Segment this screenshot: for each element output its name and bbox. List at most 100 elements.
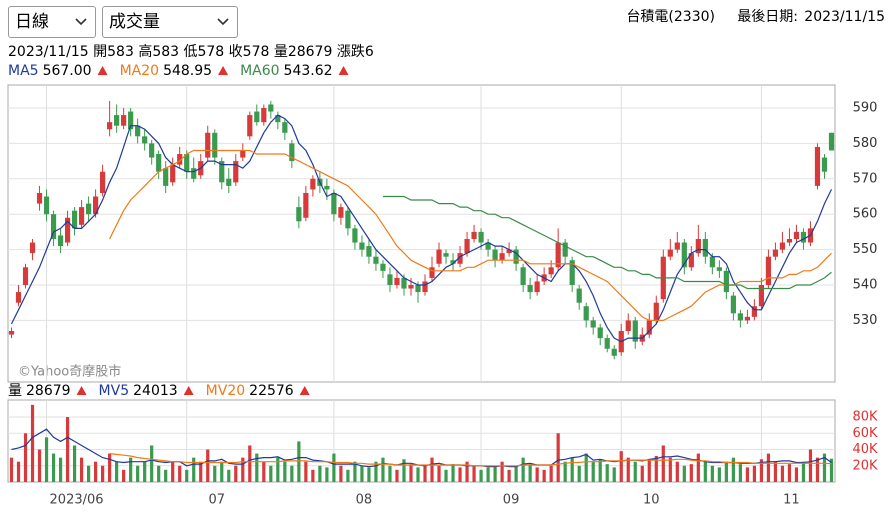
volume-bar [72, 445, 77, 482]
candle-body [625, 320, 631, 332]
volume-bar [752, 465, 757, 482]
indicator-dropdown[interactable]: 成交量 [102, 6, 238, 38]
candle-body [604, 338, 610, 349]
candle-body [779, 242, 786, 250]
candle-body [499, 253, 505, 261]
candle-body [331, 192, 337, 215]
candle-body [401, 277, 407, 289]
volume-bar [129, 457, 133, 482]
up-triangle [299, 386, 310, 395]
candle-body [415, 285, 421, 293]
candle-body [478, 231, 484, 243]
volume-bar [528, 464, 532, 482]
candle-body [352, 228, 358, 243]
volume-bar [185, 469, 189, 482]
volume-bar [444, 469, 448, 482]
candle-body [114, 115, 120, 126]
volume-bar [458, 467, 462, 482]
volume-bar [598, 459, 602, 482]
volume-bar [9, 457, 14, 482]
legend-name: MA60 [240, 63, 279, 79]
volume-bar [86, 465, 91, 482]
volume-bar [241, 457, 245, 482]
volume-bar [423, 465, 427, 482]
volume-bar [430, 457, 434, 482]
volume-bar [514, 465, 518, 482]
candle-body [737, 313, 743, 321]
volume-bar [570, 457, 574, 482]
volume-bar [108, 453, 112, 482]
candle-body [233, 161, 239, 183]
legend-name: 量 [8, 383, 22, 399]
period-label: 日線 [15, 12, 49, 32]
volume-bar [65, 417, 70, 482]
volume-bar [647, 459, 651, 482]
volume-bar [360, 465, 364, 482]
volume-bar [801, 461, 806, 482]
volume-bar [668, 457, 672, 482]
candle-body [324, 185, 330, 190]
candle-body [29, 242, 36, 254]
candle-body [485, 242, 491, 250]
volume-bar [605, 464, 609, 482]
volume-bar [486, 467, 490, 482]
candle-body [22, 267, 29, 286]
stock-name: 台積電(2330) [626, 9, 715, 25]
candle-body [492, 249, 498, 261]
volume-bar [451, 464, 455, 482]
candle-body [268, 104, 274, 112]
volume-bar [675, 461, 679, 482]
candle-body [156, 154, 162, 172]
candle-body [100, 171, 106, 193]
volume-bar [79, 457, 84, 482]
period-dropdown[interactable]: 日線 [8, 6, 96, 38]
volume-bar [346, 469, 350, 482]
candle-body [408, 285, 414, 289]
ma-line [383, 195, 832, 290]
price-frame [7, 84, 836, 383]
candle-body [50, 214, 57, 239]
candle-body [36, 192, 43, 204]
candle-body [212, 132, 218, 158]
volume-bar [591, 461, 595, 482]
candle-body [8, 331, 15, 335]
candle-body [191, 168, 197, 179]
ma-line [109, 453, 832, 467]
volume-bar [500, 461, 504, 482]
candle-body [576, 288, 582, 303]
volume-bar [136, 465, 140, 482]
indicator-label: 成交量 [109, 12, 160, 32]
candle-body [128, 111, 134, 130]
candle-body [142, 136, 148, 144]
volume-bar [626, 457, 630, 482]
volume-bar [178, 465, 182, 482]
candle-body [723, 270, 729, 293]
volume-bar [696, 453, 700, 482]
volume-bar [23, 433, 28, 482]
candle-body [170, 164, 176, 183]
candle-body [359, 242, 365, 250]
candle-body [800, 231, 807, 243]
volume-bar [661, 445, 665, 482]
volume-bar [16, 461, 21, 482]
volume-bar [465, 461, 469, 482]
candle-body [275, 115, 281, 123]
volume-bar [374, 461, 378, 482]
candle-body [681, 242, 687, 268]
volume-bar [815, 457, 820, 482]
candle-body [520, 267, 526, 286]
candle-body [758, 285, 765, 307]
legend-value: 24013 [133, 383, 178, 399]
candle-body [394, 277, 400, 286]
volume-bar [472, 465, 476, 482]
candle-body [57, 235, 64, 247]
candle-body [821, 157, 828, 172]
candle-body [786, 238, 793, 243]
candle-body [296, 207, 302, 222]
volume-bar [192, 457, 196, 482]
volume-bar [612, 467, 616, 482]
candle-body [569, 260, 575, 286]
volume-frame [7, 399, 836, 483]
volume-bar [157, 465, 161, 482]
